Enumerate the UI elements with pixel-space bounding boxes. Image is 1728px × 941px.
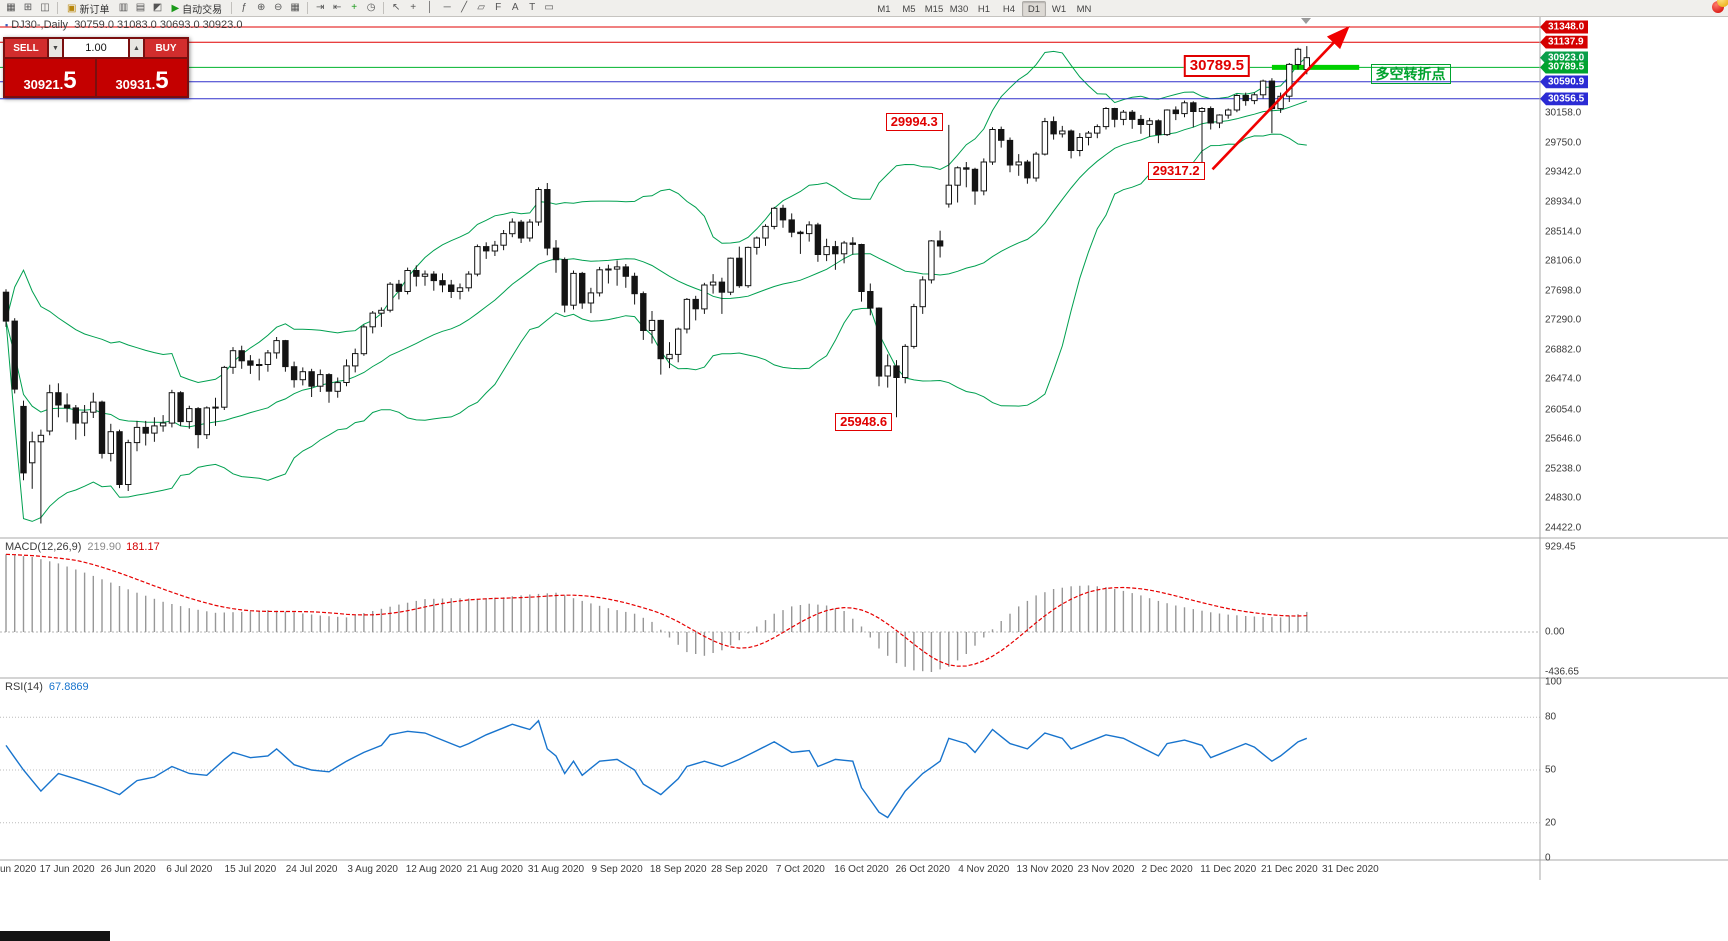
lot-dropdown-button[interactable]: ▼ (49, 39, 62, 57)
buy-price-main: 30931. (115, 76, 156, 92)
scroll-to-end-icon[interactable]: ⇥ (315, 2, 325, 13)
buy-price-big-digit: 5 (155, 67, 169, 94)
vertical-line-icon[interactable]: │ (427, 2, 434, 13)
toolbar-separator (57, 2, 58, 14)
data-window-icon[interactable]: ▤ (135, 2, 146, 13)
add-indicator-icon[interactable]: + (351, 2, 358, 13)
crosshair-icon[interactable]: + (410, 2, 417, 13)
fibonacci-icon[interactable]: F (495, 2, 502, 13)
timeframe-m1-button[interactable]: M1 (877, 3, 891, 15)
zoom-in-icon[interactable]: ⊕ (256, 2, 266, 13)
new-order-button[interactable]: ▣ 新订单 (62, 1, 114, 16)
horizontal-line-icon[interactable]: ─ (443, 2, 451, 13)
timeframe-m30-button[interactable]: M30 (949, 3, 969, 15)
arrows-icon[interactable]: T (529, 2, 536, 13)
buy-price-button[interactable]: 30931. 5 (97, 59, 187, 96)
timeframe-h1-button[interactable]: H1 (977, 3, 991, 15)
price-annotation[interactable]: 29317.2 (1147, 161, 1205, 180)
toolbar: 新订单 ▦⊞◫▣新订单▥▤◩▶自动交易ƒ⊕⊖▦⇥⇤+◷↖+│─╱▱FAT▭M1M… (0, 0, 1728, 17)
new-order-button-icon: ▣ (67, 2, 77, 14)
buy-button[interactable]: BUY (145, 39, 187, 57)
text-icon[interactable]: A (511, 2, 519, 13)
turning-point-label[interactable]: 多空转折点 (1370, 63, 1451, 84)
auto-trading-button-label: 自动交易 (182, 4, 223, 16)
auto-trading-button[interactable]: ▶ 自动交易 (166, 1, 227, 16)
timeframe-m5-button[interactable]: M5 (902, 3, 916, 15)
lot-increase-button[interactable]: ▲ (130, 39, 143, 57)
price-annotation[interactable]: 29994.3 (885, 112, 943, 131)
sell-price-big-digit: 5 (63, 67, 77, 94)
sell-button[interactable]: SELL (5, 39, 47, 57)
timeframe-group: M1 M5 M15 M30 H1 H4 D1 W1 MN (872, 1, 1096, 17)
toolbar-separator (307, 2, 309, 14)
shapes-icon[interactable]: ▭ (544, 2, 554, 13)
taskbar-fragment (0, 931, 110, 941)
yellow-badge-icon[interactable] (1717, 0, 1728, 7)
lot-input[interactable]: 1.00 (64, 39, 128, 57)
price-annotation[interactable]: 25948.6 (835, 412, 893, 431)
cursor-icon[interactable]: ↖ (391, 2, 401, 13)
timeframe-m15-button[interactable]: M15 (924, 3, 944, 15)
toolbar-right (1712, 0, 1728, 13)
one-click-trade-panel: SELL ▼ 1.00 ▲ BUY 30921. 5 30931. 5 (3, 37, 189, 98)
indicators-icon[interactable]: ƒ (241, 2, 247, 13)
trendline-icon[interactable]: ╱ (461, 2, 468, 13)
auto-trading-button-icon: ▶ (171, 2, 180, 14)
chart-shift-icon[interactable]: ⇤ (332, 2, 342, 13)
terminal-icon[interactable]: ◩ (152, 2, 163, 13)
zoom-out-icon[interactable]: ⊖ (273, 2, 283, 13)
channel-icon[interactable]: ▱ (477, 2, 485, 13)
timeframe-h4-button[interactable]: H4 (1002, 3, 1016, 15)
profiles-icon[interactable]: ◫ (40, 2, 50, 13)
toolbar-separator (231, 2, 233, 14)
toolbar-separator (383, 2, 385, 14)
chart-window-icon[interactable]: ▦ (6, 2, 16, 13)
timeframe-mn-button[interactable]: MN (1076, 3, 1092, 15)
clock-icon[interactable]: ◷ (366, 2, 376, 13)
sell-price-main: 30921. (23, 76, 64, 92)
price-annotation[interactable]: 30789.5 (1183, 54, 1250, 77)
timeframe-w1-button[interactable]: W1 (1051, 3, 1067, 15)
timeframe-d1-button[interactable]: D1 (1022, 1, 1046, 17)
new-order-button-label: 新订单 (79, 4, 110, 16)
sell-price-button[interactable]: 30921. 5 (5, 59, 95, 96)
tile-charts-icon[interactable]: ▦ (290, 2, 300, 13)
market-watch-icon[interactable]: ▥ (118, 2, 129, 13)
new-chart-icon[interactable]: ⊞ (23, 2, 33, 13)
